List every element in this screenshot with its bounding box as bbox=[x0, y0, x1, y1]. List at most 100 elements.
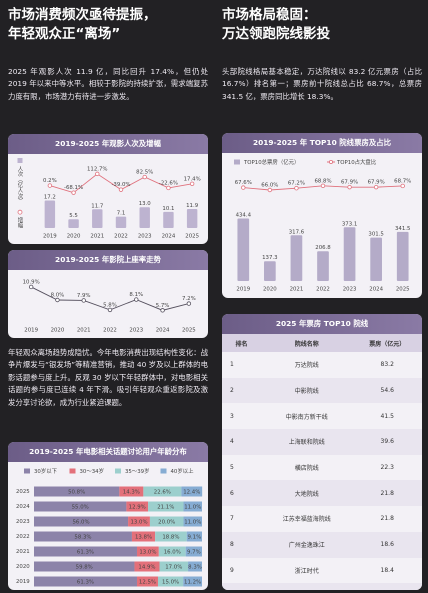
bar-segment bbox=[136, 546, 159, 557]
point bbox=[320, 183, 326, 188]
bar-segment bbox=[183, 516, 202, 527]
bar-segment bbox=[34, 561, 135, 572]
data-label: 7.1 bbox=[117, 211, 126, 217]
point bbox=[373, 184, 379, 190]
data-label: 11.0% bbox=[184, 519, 201, 525]
data-label: 18.8% bbox=[162, 534, 179, 540]
data-label: 7.2% bbox=[182, 296, 196, 302]
data-label: 67.6% bbox=[235, 180, 252, 186]
bar bbox=[68, 219, 79, 228]
data-label: -22.6% bbox=[159, 180, 178, 186]
data-label: 61.3% bbox=[77, 549, 94, 555]
table-cell: 22.3 bbox=[380, 464, 394, 472]
x-tick-label: 2022 bbox=[316, 287, 330, 293]
bar bbox=[139, 207, 150, 228]
x-tick-label: 2024 bbox=[369, 287, 383, 293]
bar-segment bbox=[131, 531, 156, 542]
chart-title: 2019-2025 年影院上座率走势 bbox=[8, 250, 208, 270]
data-label: 13.0% bbox=[139, 549, 156, 555]
point bbox=[28, 284, 34, 290]
data-label: 317.6 bbox=[289, 229, 305, 235]
data-label: 21.1% bbox=[157, 504, 174, 510]
table-cell: 7 bbox=[230, 515, 234, 523]
bar-segment bbox=[185, 546, 202, 557]
bar-segment bbox=[155, 531, 187, 542]
table-cell: 4 bbox=[222, 429, 261, 455]
data-label: 14.9% bbox=[138, 564, 155, 570]
legend-label: 30岁以下 bbox=[34, 467, 58, 475]
point bbox=[166, 185, 171, 191]
legend-swatch bbox=[115, 468, 121, 474]
legend-swatch bbox=[24, 468, 30, 474]
data-label: 59.8% bbox=[76, 564, 93, 570]
bar bbox=[290, 235, 303, 281]
legend-swatch bbox=[69, 468, 76, 474]
table-row: 9 浙江时代 18.4 bbox=[222, 558, 422, 584]
legend-label: TOP10总票房（亿元） bbox=[243, 158, 299, 166]
data-label: 341.5 bbox=[395, 226, 410, 232]
data-label: 17.4% bbox=[184, 176, 201, 182]
x-tick-label: 2025 bbox=[182, 328, 196, 334]
heading-line: 年轻观众正“离场” bbox=[8, 26, 121, 42]
data-label: 7.9% bbox=[77, 293, 91, 299]
heading-line: 市场消费频次亟待提振， bbox=[8, 7, 157, 23]
point bbox=[47, 183, 53, 188]
data-label: 5.7% bbox=[156, 303, 170, 309]
x-tick-label: 2020 bbox=[263, 287, 277, 293]
table-row: 7 江苏幸福蓝海院线 21.8 bbox=[222, 506, 422, 532]
point bbox=[81, 298, 86, 303]
x-tick-label: 2019 bbox=[43, 234, 57, 240]
data-label: 68.8% bbox=[314, 178, 331, 184]
heading-line: 市场格局稳固： bbox=[222, 7, 317, 23]
bar bbox=[115, 216, 127, 228]
bar bbox=[396, 231, 409, 281]
point bbox=[118, 187, 124, 192]
x-tick-label: 2023 bbox=[129, 328, 143, 334]
table-cell: 6 bbox=[222, 480, 261, 507]
legend-label: TOP10占大盘比 bbox=[336, 158, 377, 166]
point bbox=[95, 171, 100, 177]
column-header: 院线名称 bbox=[261, 334, 353, 352]
table-cell: 浙江时代 bbox=[294, 567, 319, 575]
point bbox=[400, 183, 405, 189]
y-tick-label: 2019 bbox=[16, 579, 30, 585]
data-label: 10.1 bbox=[162, 206, 174, 212]
table-cell: 21.8 bbox=[380, 515, 394, 523]
table-cell: 39.6 bbox=[352, 429, 422, 455]
legend-label: 35～39岁 bbox=[125, 467, 150, 475]
data-label: 9.7% bbox=[187, 549, 201, 555]
header-row: 排名 院线名称 票房（亿元） bbox=[222, 334, 422, 352]
legend-swatch bbox=[17, 209, 23, 215]
table-cell: 83.2 bbox=[380, 361, 394, 369]
data-label: 11.2% bbox=[184, 579, 201, 585]
legend-label: 30～34岁 bbox=[80, 467, 105, 475]
chart: 人次（亿人次） 增幅 2019 2020 2021 2022 2023 2024 2025 17.… bbox=[17, 158, 201, 240]
x-tick-label: 2025 bbox=[396, 287, 410, 293]
data-label: 12.5% bbox=[139, 579, 156, 585]
data-label: 5.8% bbox=[103, 302, 117, 308]
table-card: 2025 年票房 TOP10 院线 排名 院线名称 票房（亿元） 1 万达院线 83.2 2… bbox=[222, 314, 422, 590]
data-label: 206.8 bbox=[315, 245, 331, 251]
data-label: 17.2 bbox=[44, 194, 56, 200]
table-cell: 21.8 bbox=[352, 480, 422, 507]
chart-title: 2019-2025 年观影人次及增幅 bbox=[8, 134, 208, 154]
point bbox=[189, 181, 195, 186]
bar-segment bbox=[126, 501, 149, 512]
data-label: 67.9% bbox=[368, 180, 385, 186]
paragraph: 年轻观众离场趋势成隐忧。今年电影消费出现结构性变化：战争片爆发与“银发场”等精准… bbox=[8, 348, 208, 407]
y-tick-label: 2022 bbox=[16, 534, 30, 540]
point bbox=[241, 185, 246, 190]
point bbox=[186, 301, 192, 306]
data-label: 67.9% bbox=[341, 180, 358, 186]
data-label: 301.5 bbox=[368, 232, 383, 238]
right-heading: 市场格局稳固： 万达领跑院线影投 bbox=[222, 6, 427, 44]
bar bbox=[343, 227, 356, 281]
bar-segment bbox=[34, 576, 137, 587]
y-tick-label: 2020 bbox=[16, 564, 30, 570]
table-cell: 上海联和院线 bbox=[261, 429, 353, 455]
data-label: -39.0% bbox=[111, 182, 130, 188]
x-tick-label: 2025 bbox=[185, 234, 199, 240]
bar-segment bbox=[34, 501, 127, 512]
table-cell: 江苏幸福蓝海院线 bbox=[282, 516, 331, 524]
